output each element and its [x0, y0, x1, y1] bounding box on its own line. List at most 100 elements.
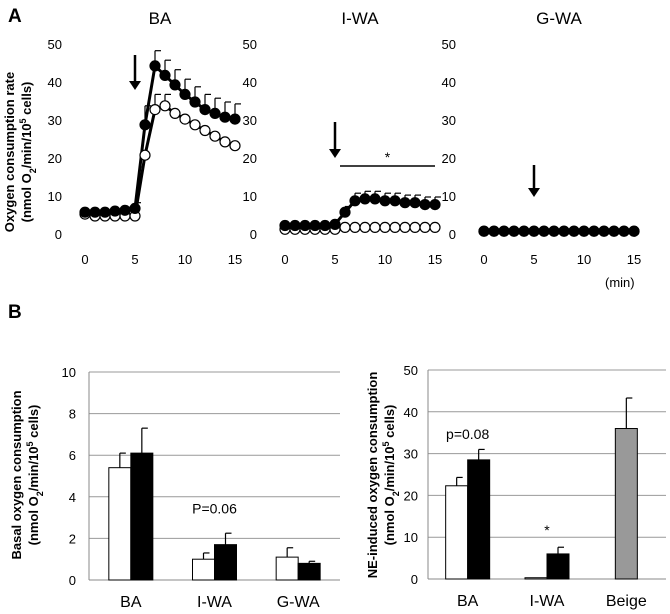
data-point-filled	[528, 225, 540, 237]
y-tick-label: 40	[442, 75, 456, 90]
y-tick-label: 8	[69, 407, 76, 422]
bar-open	[275, 556, 299, 581]
data-point-open	[339, 221, 351, 233]
data-point-filled	[199, 103, 211, 116]
line-panel-ba: BA 0 10 20 30 40 50 0 5 10 15	[48, 9, 243, 267]
x-tick-label: 10	[378, 252, 392, 267]
panel-a-label: A	[8, 6, 22, 27]
x-tick-label: 5	[331, 252, 338, 267]
data-point-filled	[478, 225, 490, 237]
data-point-filled	[349, 195, 361, 207]
bar-open	[445, 485, 469, 580]
arrow-head	[528, 188, 540, 197]
data-point-open	[419, 221, 431, 233]
arrow-head	[329, 149, 341, 158]
data-point-filled	[219, 111, 231, 123]
basal-ylabel-line1: Basal oxygen consumption	[9, 390, 24, 559]
bar-filled	[297, 562, 321, 581]
series-line-open	[84, 104, 236, 218]
data-point-filled	[309, 219, 321, 232]
y-tick-label: 0	[69, 573, 76, 588]
x-tick-label: 0	[281, 252, 288, 267]
y-tick-label: 30	[442, 113, 456, 128]
panel-title: BA	[149, 9, 172, 28]
y-tick-label: 0	[449, 227, 456, 242]
data-point-open	[199, 124, 211, 137]
bar-open	[108, 467, 132, 581]
y-tick-label: 0	[250, 227, 257, 242]
data-point-filled	[319, 219, 331, 232]
x-tick-label: 15	[627, 252, 641, 267]
data-point-open	[349, 221, 361, 233]
data-point-filled	[139, 119, 151, 131]
data-point-filled	[399, 197, 411, 209]
y-tick-label: 30	[404, 447, 418, 462]
x-tick-label: 0	[480, 252, 487, 267]
category-label: I-WA	[197, 594, 232, 611]
y-tick-label: 10	[48, 189, 62, 204]
data-point-filled	[518, 225, 530, 237]
data-point-filled	[429, 199, 441, 211]
y-tick-label: 20	[243, 151, 257, 166]
y-tick-label: 20	[48, 151, 62, 166]
x-tick-label: 15	[428, 252, 442, 267]
y-tick-label: 20	[404, 488, 418, 503]
x-tick-label: 5	[131, 252, 138, 267]
data-point-filled	[419, 199, 431, 211]
data-point-filled	[289, 219, 301, 232]
data-point-filled	[369, 193, 381, 205]
data-point-open	[399, 221, 411, 233]
ne-ylabel-line1: NE-induced oxygen consumption	[365, 372, 380, 579]
significance-star: *	[385, 149, 391, 165]
bar-beige	[614, 428, 638, 580]
data-point-filled	[558, 225, 570, 237]
y-tick-label: 10	[404, 530, 418, 545]
data-point-open	[389, 221, 401, 233]
data-point-filled	[488, 225, 500, 237]
data-point-open	[219, 136, 231, 148]
data-point-filled	[299, 219, 311, 232]
data-point-filled	[578, 225, 590, 237]
ne-ylabel: NE-induced oxygen consumption (nmol O2/m…	[365, 372, 401, 579]
data-point-filled	[409, 197, 421, 209]
data-point-filled	[389, 195, 401, 207]
y-tick-label: 2	[69, 531, 76, 546]
y-tick-label: 50	[243, 37, 257, 52]
bar-panel-4: 0 10 20 30 40 50 BA I-WA Beige p=0.08 *	[404, 363, 666, 610]
data-point-filled	[568, 225, 580, 237]
category-label: I-WA	[530, 593, 565, 610]
annotation-label: *	[544, 522, 550, 538]
bar-filled	[546, 553, 570, 580]
category-label: BA	[457, 593, 479, 610]
data-point-filled	[109, 205, 121, 217]
data-point-open	[429, 221, 441, 233]
data-point-filled	[628, 225, 640, 237]
category-label: BA	[120, 594, 142, 611]
category-label: Beige	[606, 593, 647, 610]
y-tick-label: 10	[243, 189, 257, 204]
y-tick-label: 4	[69, 490, 76, 505]
ne-ylabel-line2: (nmol O2/min/105 cells)	[381, 405, 401, 546]
y-tick-label: 50	[404, 363, 418, 378]
data-point-filled	[279, 219, 291, 232]
y-tick-label: 20	[442, 151, 456, 166]
line-panel-i-wa: I-WA 0 10 20 30 40 50 0 5 10 15 *	[243, 9, 443, 267]
panel-a-ylabel-line1: Oxygen consumption rate	[2, 72, 17, 232]
data-point-filled	[608, 225, 620, 237]
data-point-open	[139, 149, 151, 161]
y-tick-label: 40	[404, 405, 418, 420]
y-tick-label: 30	[243, 113, 257, 128]
data-point-filled	[498, 225, 510, 237]
annotation-label: P=0.06	[192, 500, 237, 516]
data-point-filled	[618, 225, 630, 237]
arrow-head	[129, 81, 141, 90]
data-point-filled	[209, 107, 221, 120]
y-tick-label: 10	[62, 365, 76, 380]
data-point-filled	[329, 218, 341, 230]
data-point-filled	[79, 206, 91, 218]
x-tick-label: 5	[530, 252, 537, 267]
x-tick-label: 10	[178, 252, 192, 267]
panel-title: G-WA	[536, 9, 582, 28]
